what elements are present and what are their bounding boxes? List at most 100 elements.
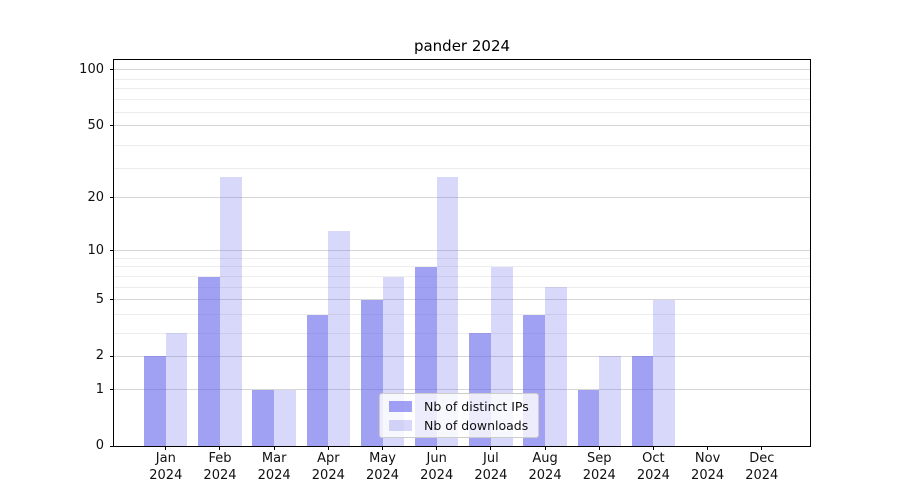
x-tick-label-line: 2024 bbox=[365, 467, 400, 483]
bar-distinct-ips bbox=[360, 299, 383, 446]
bar-downloads bbox=[653, 299, 676, 446]
x-tick-label-line: Jul bbox=[483, 451, 499, 466]
y-tick-label: 5 bbox=[95, 291, 104, 307]
bar-downloads bbox=[219, 177, 242, 446]
x-tick bbox=[490, 446, 492, 450]
y-gridline-minor bbox=[114, 111, 810, 113]
x-tick-label-line: 2024 bbox=[636, 467, 670, 483]
chart-title: pander 2024 bbox=[413, 37, 511, 55]
bar-downloads bbox=[274, 389, 296, 446]
y-tick-label: 0 bbox=[95, 438, 104, 453]
bar-distinct-ips bbox=[144, 356, 166, 446]
x-tick-label-line: 2024 bbox=[582, 467, 616, 483]
legend-swatch bbox=[389, 400, 412, 412]
x-tick-label-line: 2024 bbox=[528, 467, 562, 483]
y-gridline-major bbox=[114, 299, 810, 301]
y-gridline-major bbox=[114, 250, 810, 252]
y-gridline-major bbox=[114, 389, 810, 390]
x-tick bbox=[761, 446, 763, 450]
y-gridline-major bbox=[114, 355, 810, 357]
legend-label: Nb of downloads bbox=[424, 417, 529, 433]
y-gridline-major bbox=[114, 125, 810, 127]
x-tick-label-line: 2024 bbox=[203, 467, 237, 483]
x-tick bbox=[598, 446, 600, 450]
x-tick bbox=[544, 446, 546, 450]
x-tick bbox=[219, 446, 221, 450]
y-tick bbox=[110, 197, 114, 199]
x-tick-label-line: May bbox=[369, 451, 396, 466]
x-tick-label: Apr 2024 bbox=[296, 451, 360, 484]
bar-distinct-ips bbox=[631, 356, 654, 446]
x-tick-label-line: Sep bbox=[586, 451, 612, 466]
bar-downloads bbox=[165, 333, 188, 446]
y-gridline-major bbox=[114, 197, 810, 199]
y-tick-label: 20 bbox=[87, 189, 104, 205]
x-tick-label: Dec 2024 bbox=[730, 451, 794, 484]
legend: Nb of distinct IPs Nb of downloads bbox=[379, 393, 539, 438]
y-tick-label: 1 bbox=[95, 381, 104, 397]
x-tick bbox=[652, 446, 654, 450]
legend-item: Nb of distinct IPs bbox=[389, 398, 529, 414]
y-gridline-minor bbox=[114, 78, 810, 80]
x-tick-label-line: Apr bbox=[317, 451, 340, 466]
y-gridline-minor bbox=[114, 144, 810, 146]
x-tick-label-line: 2024 bbox=[745, 467, 779, 483]
x-tick-label-line: 2024 bbox=[474, 467, 508, 483]
y-gridline-minor bbox=[114, 266, 810, 268]
legend-swatch bbox=[389, 419, 412, 431]
bar-distinct-ips bbox=[252, 389, 275, 446]
y-gridline-major bbox=[114, 69, 810, 71]
x-tick bbox=[707, 446, 709, 450]
y-gridline-minor bbox=[114, 88, 810, 90]
x-tick-label: Jan 2024 bbox=[134, 451, 198, 484]
x-tick-label: May 2024 bbox=[351, 451, 415, 484]
x-tick-label: Mar 2024 bbox=[242, 451, 306, 484]
x-tick-label-line: Jun bbox=[426, 451, 447, 466]
legend-label: Nb of distinct IPs bbox=[424, 398, 529, 414]
y-tick-label: 10 bbox=[87, 242, 104, 258]
x-tick-label: Aug 2024 bbox=[513, 451, 577, 484]
y-tick bbox=[110, 445, 114, 447]
x-tick-label: Feb 2024 bbox=[188, 451, 252, 484]
x-tick-label-line: Mar bbox=[261, 451, 287, 466]
x-tick bbox=[382, 446, 384, 450]
x-tick-label-line: Feb bbox=[208, 451, 232, 466]
y-tick bbox=[110, 355, 114, 357]
x-tick-label-line: 2024 bbox=[257, 467, 291, 483]
x-tick-label-line: 2024 bbox=[149, 467, 183, 483]
y-gridline-minor bbox=[114, 286, 810, 288]
y-gridline-minor bbox=[114, 276, 810, 278]
y-gridline-minor bbox=[114, 168, 810, 170]
bar-distinct-ips bbox=[577, 389, 600, 446]
y-tick-label: 50 bbox=[87, 117, 104, 133]
x-tick-label: Jul 2024 bbox=[459, 451, 523, 484]
x-tick-label-line: 2024 bbox=[691, 467, 725, 483]
legend-item: Nb of downloads bbox=[389, 417, 529, 433]
y-gridline-minor bbox=[114, 257, 810, 259]
x-tick-label: Jun 2024 bbox=[405, 451, 469, 484]
plot-area: Nb of distinct IPs Nb of downloads bbox=[114, 60, 810, 446]
y-tick bbox=[110, 250, 114, 252]
bar-downloads bbox=[545, 287, 567, 446]
y-tick bbox=[110, 69, 114, 71]
bar-downloads bbox=[599, 356, 621, 446]
y-tick bbox=[110, 299, 114, 301]
bar-distinct-ips bbox=[306, 314, 329, 446]
x-tick-label: Sep 2024 bbox=[567, 451, 631, 484]
bar-downloads bbox=[328, 230, 351, 446]
y-tick-label: 2 bbox=[95, 348, 104, 364]
x-tick-label-line: Nov bbox=[694, 451, 721, 466]
y-gridline-minor bbox=[114, 314, 810, 316]
x-tick-label-line: Aug bbox=[532, 451, 558, 466]
bar-downloads bbox=[436, 177, 459, 446]
y-gridline-minor bbox=[114, 99, 810, 101]
x-tick-label-line: Jan bbox=[155, 451, 176, 466]
x-tick bbox=[165, 446, 167, 450]
x-tick bbox=[273, 446, 275, 450]
x-tick-label-line: Dec bbox=[749, 451, 775, 466]
x-tick-label-line: Oct bbox=[642, 451, 665, 466]
x-tick bbox=[436, 446, 438, 450]
y-gridline-minor bbox=[114, 332, 810, 334]
y-tick bbox=[110, 389, 114, 390]
